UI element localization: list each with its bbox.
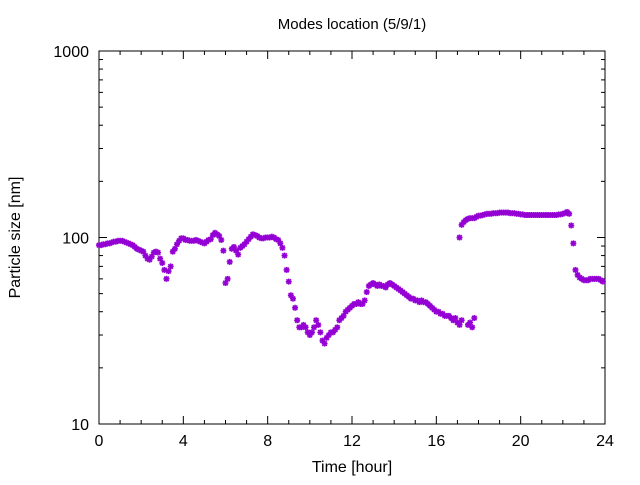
data-point [469,324,476,331]
data-point [279,244,286,251]
data-points [96,209,606,347]
data-point [456,234,463,241]
y-axis-title: Particle size [nm] [7,177,24,299]
x-tick-label: 0 [95,433,104,450]
data-point [218,236,225,243]
data-point [570,240,577,247]
data-point [317,329,324,336]
x-tick-label: 8 [263,433,272,450]
x-tick-label: 24 [596,433,614,450]
data-point [568,222,575,229]
data-point [302,324,309,331]
x-axis-title: Time [hour] [312,459,392,476]
data-point [363,289,370,296]
data-point [155,249,162,256]
x-tick-labels: 0 4 8 12 16 20 24 [95,433,614,450]
plot-frame [98,50,606,425]
data-point [235,251,242,258]
x-tick-label: 4 [179,433,188,450]
chart-title: Modes location (5/9/1) [278,16,426,33]
data-point [566,210,573,217]
axis-ticks [98,50,606,425]
data-point [471,315,478,322]
data-point [226,258,233,265]
y-tick-label: 10 [71,417,89,434]
data-point [289,295,296,302]
data-point [311,324,318,331]
x-tick-label: 20 [512,433,530,450]
x-tick-label: 12 [343,433,361,450]
x-tick-label: 16 [427,433,445,450]
data-point [285,278,292,285]
data-point [277,240,284,247]
data-point [163,275,170,282]
y-tick-label: 100 [62,231,89,248]
data-point [283,266,290,273]
data-point [572,266,579,273]
data-point [308,329,315,336]
data-point [220,247,227,254]
data-point [599,278,606,285]
data-point [224,275,231,282]
data-point [281,252,288,259]
y-tick-label: 1000 [53,44,89,61]
data-point [361,297,368,304]
data-point [159,259,166,266]
data-point [452,315,459,322]
data-point [171,245,178,252]
data-point [167,263,174,270]
data-point [315,321,322,328]
data-point [334,324,341,331]
data-point [458,317,465,324]
data-point [321,340,328,347]
data-point [294,317,301,324]
data-point [467,319,474,326]
data-point [292,304,299,311]
data-point [456,321,463,328]
y-tick-labels: 10 100 1000 [53,44,89,434]
data-point [165,268,172,275]
data-point [313,317,320,324]
